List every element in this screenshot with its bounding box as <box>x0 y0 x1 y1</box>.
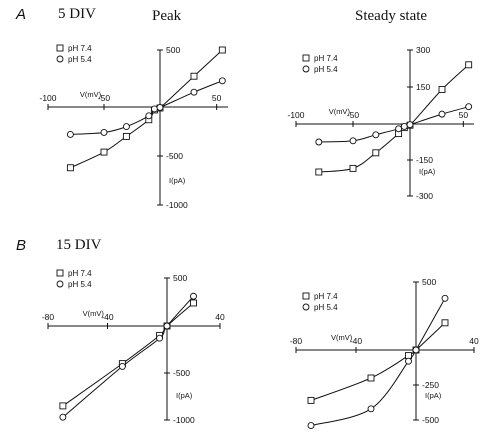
legend-label: pH 5.4 <box>314 303 338 312</box>
data-point-square <box>218 46 226 54</box>
data-point-square <box>190 299 197 307</box>
y-axis-label: I(pA) <box>425 391 442 400</box>
data-point-circle <box>315 138 323 146</box>
legend-label: pH 7.4 <box>314 292 338 301</box>
y-tick-label: -300 <box>416 191 433 201</box>
x-tick-label: -80 <box>290 336 303 346</box>
x-axis-label: V(mV) <box>331 333 353 342</box>
data-point-circle <box>100 129 108 136</box>
data-point-square <box>372 149 380 157</box>
x-tick-label: -100 <box>39 93 56 103</box>
legend-marker-square <box>302 54 310 62</box>
panel-label-5-div: 5 DIV <box>58 6 96 22</box>
y-axis-label: I(pA) <box>169 176 186 185</box>
data-point-circle <box>218 77 226 85</box>
data-point-circle <box>372 131 380 139</box>
legend-marker-circle <box>302 65 310 73</box>
y-tick-label: 500 <box>173 273 187 283</box>
data-point-circle <box>163 322 171 330</box>
data-point-circle <box>465 103 473 111</box>
x-axis-label: V(mV) <box>329 107 351 116</box>
legend-marker-circle <box>302 303 310 311</box>
y-tick-label: -500 <box>422 415 439 425</box>
series-line-ph-5-4 <box>310 298 446 427</box>
data-point-square <box>190 72 198 80</box>
data-point-circle <box>405 357 412 365</box>
legend-marker-square <box>56 44 64 52</box>
data-point-circle <box>307 422 315 430</box>
data-point-circle <box>156 104 164 111</box>
x-tick-label: 50 <box>212 93 222 103</box>
x-tick-label: 40 <box>469 336 479 346</box>
data-point-circle <box>156 334 164 342</box>
y-tick-label: 150 <box>416 82 430 92</box>
data-point-circle <box>406 121 414 129</box>
data-point-square <box>349 164 357 172</box>
x-tick-label: -40 <box>350 336 363 346</box>
y-tick-label: -250 <box>422 380 439 390</box>
data-point-circle <box>122 123 130 131</box>
x-tick-label: 40 <box>215 312 225 322</box>
data-point-circle <box>441 294 449 302</box>
data-point-circle <box>190 88 198 96</box>
data-point-circle <box>66 130 74 138</box>
legend-label: pH 5.4 <box>314 65 338 74</box>
panel-letter-a: A <box>16 6 27 23</box>
y-tick-label: -500 <box>173 368 190 378</box>
legend-label: pH 5.4 <box>68 55 92 64</box>
x-tick-label: -50 <box>98 93 111 103</box>
y-tick-label: -1000 <box>173 415 195 425</box>
data-point-circle <box>145 112 153 120</box>
data-point-circle <box>190 292 197 300</box>
legend-label: pH 7.4 <box>68 44 92 53</box>
data-point-circle <box>118 362 126 370</box>
data-point-circle <box>395 125 403 133</box>
data-point-square <box>441 319 449 327</box>
y-tick-label: -500 <box>166 151 183 161</box>
data-point-circle <box>59 413 67 421</box>
legend-marker-square <box>56 269 64 277</box>
data-point-circle <box>349 137 357 145</box>
y-axis-label: I(pA) <box>419 167 436 176</box>
panel-label-15-div: 15 DIV <box>56 237 102 253</box>
x-tick-label: -40 <box>101 312 114 322</box>
legend-label: pH 7.4 <box>314 54 338 63</box>
legend-marker-square <box>302 292 310 300</box>
data-point-circle <box>412 346 420 354</box>
legend-label: pH 5.4 <box>68 280 92 289</box>
legend-marker-circle <box>56 280 64 288</box>
x-tick-label: -80 <box>42 312 55 322</box>
x-axis-label: V(mV) <box>80 90 102 99</box>
x-tick-label: -100 <box>287 110 304 120</box>
x-tick-label: -50 <box>347 110 360 120</box>
x-tick-label: 50 <box>459 110 469 120</box>
column-title-peak: Peak <box>152 8 182 24</box>
data-point-square <box>465 61 473 69</box>
data-point-square <box>438 86 446 93</box>
legend-marker-circle <box>56 55 64 63</box>
data-point-circle <box>367 405 375 413</box>
y-tick-label: 300 <box>416 45 430 55</box>
data-point-square <box>307 396 315 404</box>
data-point-square <box>100 148 108 156</box>
y-tick-label: -1000 <box>166 200 188 210</box>
data-point-circle <box>438 110 446 118</box>
y-tick-label: 500 <box>166 45 180 55</box>
x-axis-label: V(mV) <box>83 309 105 318</box>
y-tick-label: -150 <box>416 155 433 165</box>
panel-letter-b: B <box>16 237 27 254</box>
data-point-square <box>367 374 375 382</box>
column-title-steady-state: Steady state <box>355 8 428 24</box>
data-point-square <box>59 402 67 410</box>
y-tick-label: 500 <box>422 277 436 287</box>
data-point-square <box>315 168 323 176</box>
legend-label: pH 7.4 <box>68 269 92 278</box>
y-axis-label: I(pA) <box>176 391 193 400</box>
data-point-square <box>66 164 74 172</box>
data-point-square <box>122 132 130 140</box>
